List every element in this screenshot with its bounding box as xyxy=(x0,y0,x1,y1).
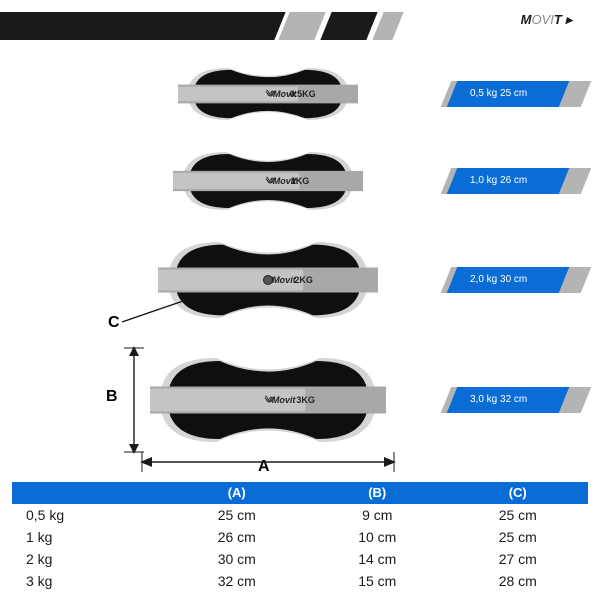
ankle-weight: ༄Movit 3KG xyxy=(150,348,386,452)
svg-text:1KG: 1KG xyxy=(291,176,310,186)
header-stripe xyxy=(372,12,403,40)
table-cell: 30 cm xyxy=(167,548,308,570)
size-tag-text: 1,0 kg 26 cm xyxy=(452,168,564,194)
size-tag-text: 2,0 kg 30 cm xyxy=(452,267,564,293)
svg-text:2KG: 2KG xyxy=(294,275,313,285)
ankle-weight: ༄Movit 0.5KG xyxy=(178,58,358,130)
table-cell: 2 kg xyxy=(12,548,167,570)
table-cell: 32 cm xyxy=(167,570,308,592)
header-stripe xyxy=(320,12,377,40)
ankle-weight: ༄Movit 1KG xyxy=(173,142,363,220)
table-cell: 25 cm xyxy=(167,504,308,526)
table-cell: 1 kg xyxy=(12,526,167,548)
svg-text:༄Movit: ༄Movit xyxy=(263,395,296,405)
infographic-canvas: MOVIT ▸ ༄Movit 0.5KG 0,5 kg 25 cm ༄Movit… xyxy=(0,0,600,600)
table-cell: 3 kg xyxy=(12,570,167,592)
dim-pointer-c xyxy=(122,300,202,340)
table-cell: 26 cm xyxy=(167,526,308,548)
table-cell: 28 cm xyxy=(448,570,589,592)
size-tag-text: 0,5 kg 25 cm xyxy=(452,81,564,107)
dim-arrow-b xyxy=(124,346,144,454)
table-cell: 14 cm xyxy=(307,548,448,570)
table-header-cell: (A) xyxy=(167,482,308,504)
svg-text:3KG: 3KG xyxy=(296,395,315,405)
table-cell: 9 cm xyxy=(307,504,448,526)
table-body: 0,5 kg25 cm9 cm25 cm1 kg26 cm10 cm25 cm2… xyxy=(12,504,588,592)
dim-label-b: B xyxy=(106,388,118,406)
table-row: 3 kg32 cm15 cm28 cm xyxy=(12,570,588,592)
dim-label-c: C xyxy=(108,314,120,332)
table-row: 0,5 kg25 cm9 cm25 cm xyxy=(12,504,588,526)
table-header-cell: (C) xyxy=(448,482,589,504)
table-row: 2 kg30 cm14 cm27 cm xyxy=(12,548,588,570)
size-tag-text: 3,0 kg 32 cm xyxy=(452,387,564,413)
table-row: 1 kg26 cm10 cm25 cm xyxy=(12,526,588,548)
table-cell: 10 cm xyxy=(307,526,448,548)
dimensions-table: (A)(B)(C) 0,5 kg25 cm9 cm25 cm1 kg26 cm1… xyxy=(12,482,588,592)
table-header-cell: (B) xyxy=(307,482,448,504)
rivet-icon xyxy=(263,275,273,285)
dim-arrow-a xyxy=(140,452,396,472)
table-header-row: (A)(B)(C) xyxy=(12,482,588,504)
table-cell: 0,5 kg xyxy=(12,504,167,526)
header-stripe xyxy=(278,12,325,40)
table-cell: 25 cm xyxy=(448,526,589,548)
brand-logo: MOVIT ▸ xyxy=(521,12,572,28)
table-cell: 25 cm xyxy=(448,504,589,526)
table-header-cell xyxy=(12,482,167,504)
table-cell: 27 cm xyxy=(448,548,589,570)
svg-text:0.5KG: 0.5KG xyxy=(290,89,316,99)
header-band xyxy=(0,12,600,40)
table-cell: 15 cm xyxy=(307,570,448,592)
header-stripe xyxy=(0,12,286,40)
